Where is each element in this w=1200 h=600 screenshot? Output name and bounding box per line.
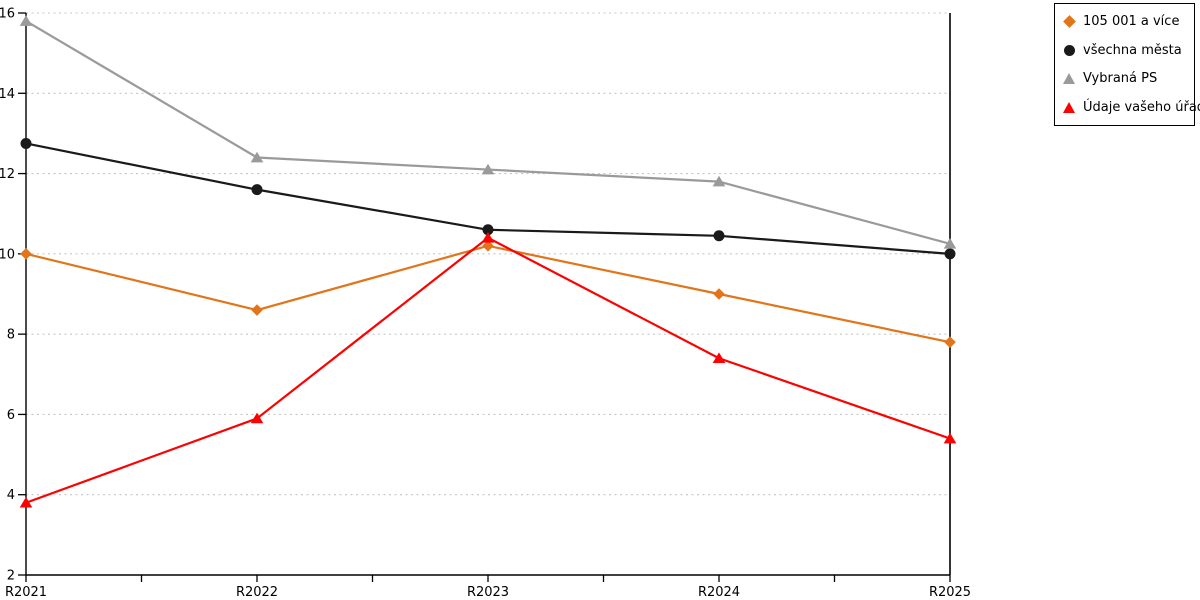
x-tick-label: R2024: [698, 585, 740, 600]
x-tick-label: R2022: [236, 585, 278, 600]
y-tick-label: 2: [7, 569, 15, 584]
triangle-marker-icon: [1063, 102, 1075, 114]
data-point-diamond: [713, 288, 725, 300]
data-point-triangle: [943, 432, 957, 444]
y-tick-label: 12: [0, 167, 15, 182]
x-tick-label: R2021: [5, 585, 47, 600]
data-point-circle: [713, 230, 725, 242]
y-tick-label: 14: [0, 87, 15, 102]
data-point-diamond: [251, 304, 263, 316]
data-point-triangle: [250, 151, 264, 163]
data-point-triangle: [712, 175, 726, 187]
legend: 105 001 a více všechna města Vybraná PS …: [1054, 3, 1200, 126]
data-point-diamond: [20, 248, 32, 260]
data-point-diamond: [944, 336, 956, 348]
data-point-triangle: [943, 238, 957, 249]
data-point-triangle: [19, 496, 33, 508]
data-point-circle: [251, 184, 263, 196]
data-point-triangle: [481, 232, 495, 243]
legend-label: všechna města: [1083, 42, 1182, 58]
y-tick-label: 10: [0, 247, 15, 262]
data-point-triangle: [712, 352, 726, 364]
legend-label: 105 001 a více: [1083, 13, 1180, 29]
data-point-diamond: [482, 240, 494, 252]
data-point-triangle: [250, 412, 264, 424]
y-tick-label: 8: [7, 328, 15, 343]
legend-item: 105 001 a více: [1062, 14, 1192, 29]
data-point-circle: [20, 137, 32, 149]
data-point-circle: [482, 224, 494, 236]
x-tick-label: R2023: [467, 585, 509, 600]
y-tick-label: 16: [0, 7, 15, 22]
legend-item: Vybraná PS: [1062, 71, 1192, 86]
x-tick-label: R2025: [929, 585, 971, 600]
series-line-3: [25, 236, 951, 504]
series-line-0: [25, 244, 951, 344]
legend-item: všechna města: [1062, 43, 1192, 58]
legend-label: Údaje vašeho úřadu: [1083, 100, 1200, 116]
circle-marker-icon: [1063, 44, 1075, 56]
triangle-marker-icon: [1063, 73, 1075, 85]
series-line-2: [25, 20, 951, 245]
y-tick-label: 4: [7, 488, 15, 503]
legend-item: Údaje vašeho úřadu: [1062, 100, 1200, 115]
legend-label: Vybraná PS: [1083, 71, 1158, 87]
data-point-triangle: [481, 163, 495, 175]
data-point-triangle: [19, 15, 33, 26]
diamond-marker-icon: [1062, 15, 1076, 28]
y-tick-label: 6: [7, 408, 15, 423]
data-point-circle: [944, 248, 956, 260]
